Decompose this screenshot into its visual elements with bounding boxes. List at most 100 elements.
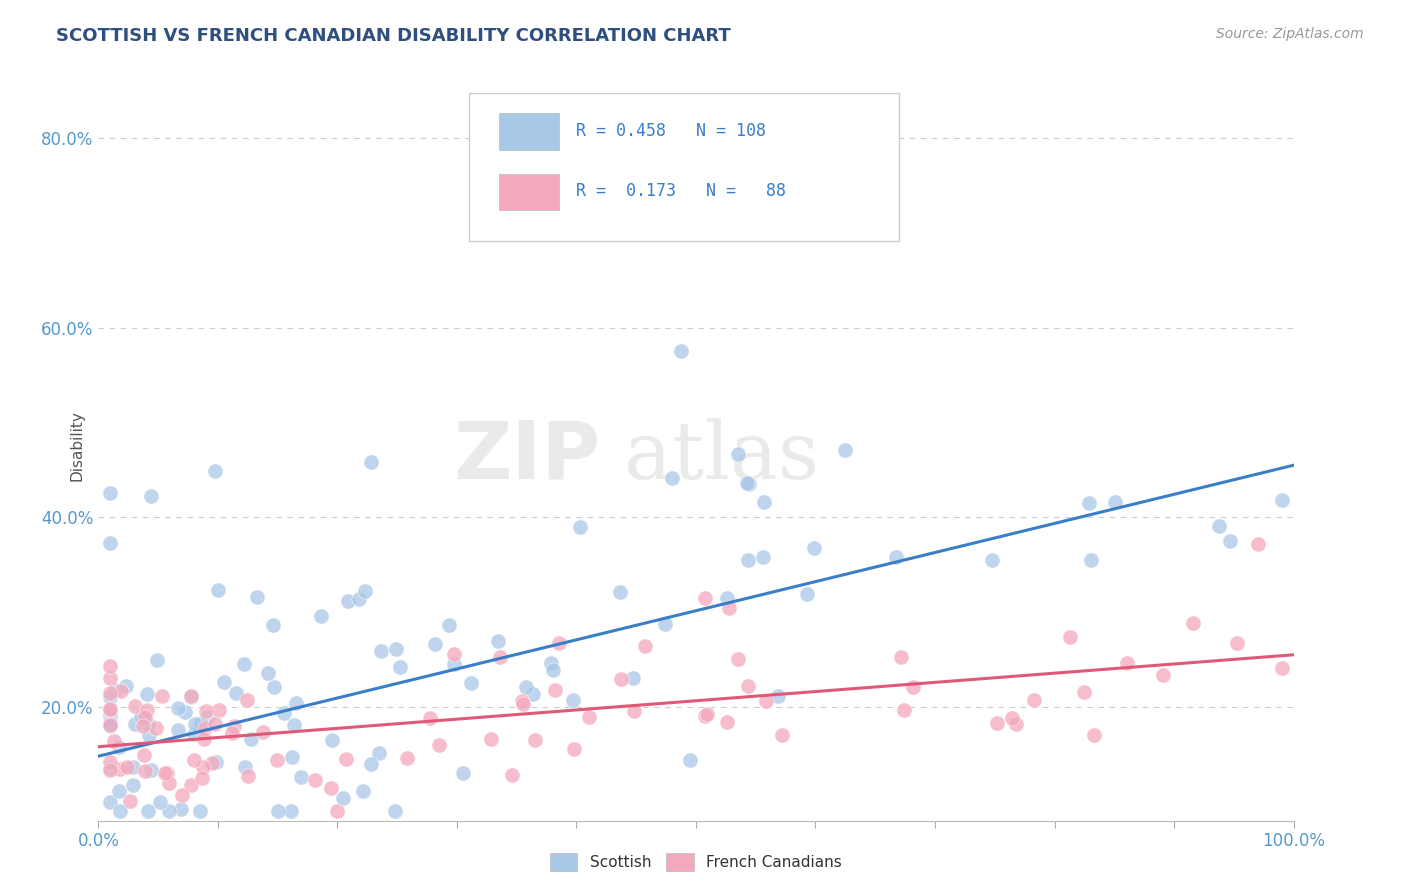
Point — [716, 715, 738, 730]
Point — [460, 676, 482, 690]
Point — [98, 755, 122, 769]
Point — [980, 553, 1002, 567]
Point — [204, 464, 226, 478]
Point — [360, 455, 382, 469]
Point — [370, 643, 392, 657]
Point — [195, 704, 218, 718]
FancyBboxPatch shape — [499, 174, 558, 211]
Point — [522, 687, 544, 701]
Point — [1073, 685, 1095, 699]
Text: Source: ZipAtlas.com: Source: ZipAtlas.com — [1216, 27, 1364, 41]
Point — [1152, 668, 1174, 682]
Point — [122, 778, 145, 792]
Point — [118, 794, 141, 808]
Point — [1080, 553, 1102, 567]
Point — [512, 697, 534, 711]
Point — [183, 727, 205, 741]
Point — [167, 723, 190, 737]
Point — [443, 657, 465, 671]
Point — [180, 690, 202, 705]
Text: R = 0.458   N = 108: R = 0.458 N = 108 — [576, 121, 766, 140]
Point — [510, 694, 533, 708]
FancyBboxPatch shape — [499, 113, 558, 150]
Point — [654, 616, 676, 631]
Point — [134, 748, 156, 763]
Point — [335, 752, 357, 766]
Point — [122, 759, 145, 773]
Point — [770, 728, 793, 742]
Point — [388, 660, 411, 674]
Point — [319, 781, 342, 796]
Point — [718, 601, 741, 615]
Point — [124, 698, 146, 713]
Point — [98, 719, 122, 733]
Point — [735, 476, 758, 491]
Point — [98, 795, 122, 809]
Point — [486, 634, 509, 648]
Point — [1219, 534, 1241, 549]
Point — [235, 760, 257, 774]
Point — [98, 716, 122, 731]
Point — [212, 675, 235, 690]
Point — [139, 763, 162, 777]
Point — [425, 637, 447, 651]
Point — [311, 609, 333, 624]
Point — [103, 734, 125, 748]
Point — [693, 709, 716, 723]
Point — [337, 594, 360, 608]
Point — [354, 583, 377, 598]
Point — [395, 751, 418, 765]
Point — [266, 753, 288, 767]
Point — [695, 591, 717, 605]
Point — [98, 535, 122, 549]
Point — [108, 804, 131, 818]
Point — [737, 679, 759, 693]
Point — [167, 701, 190, 715]
Point — [890, 650, 912, 665]
Point — [501, 767, 523, 781]
Point — [134, 710, 156, 724]
Point — [155, 766, 177, 780]
Point — [246, 590, 269, 604]
Point — [180, 778, 202, 792]
Point — [755, 694, 778, 708]
Point — [135, 703, 157, 717]
Point — [208, 703, 231, 717]
Point — [280, 804, 302, 818]
Point — [232, 657, 254, 672]
Point — [131, 710, 153, 724]
Point — [1024, 692, 1046, 706]
Point — [188, 804, 211, 818]
Point — [98, 485, 122, 500]
Point — [515, 680, 537, 694]
Point — [437, 618, 460, 632]
Point — [796, 587, 818, 601]
Point — [349, 592, 371, 607]
Point — [578, 710, 600, 724]
Point — [1208, 519, 1230, 533]
Legend: Scottish, French Canadians: Scottish, French Canadians — [544, 847, 848, 878]
Point — [367, 746, 389, 760]
Point — [1083, 728, 1105, 742]
Point — [901, 681, 924, 695]
Point — [569, 520, 592, 534]
Point — [661, 471, 683, 485]
Point — [479, 732, 502, 747]
Point — [1059, 630, 1081, 644]
Point — [541, 663, 564, 677]
Point — [131, 719, 153, 733]
Point — [98, 763, 122, 777]
Point — [204, 716, 226, 731]
Point — [207, 582, 229, 597]
Point — [609, 584, 631, 599]
Point — [98, 761, 122, 775]
Point — [352, 784, 374, 798]
Point — [696, 706, 718, 721]
Point — [107, 784, 129, 798]
Point — [419, 711, 441, 725]
Point — [1182, 616, 1205, 631]
Point — [1001, 711, 1024, 725]
Point — [191, 760, 214, 774]
Point — [738, 477, 761, 491]
Point — [262, 618, 284, 632]
